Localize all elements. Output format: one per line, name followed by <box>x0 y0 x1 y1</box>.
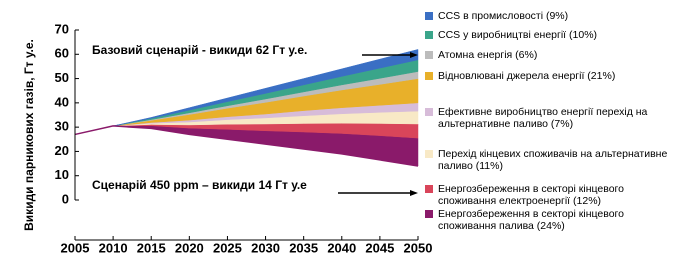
base-line <box>74 125 419 167</box>
legend-swatch <box>425 31 433 39</box>
legend-swatch <box>425 72 433 80</box>
legend-label: Атомна енергія (6%) <box>438 49 538 61</box>
legend-label: Енергозбереження в секторі кінцевого спо… <box>438 208 624 232</box>
y-tick-label: 40 <box>55 94 69 109</box>
legend-label: CCS в промисловості (9%) <box>438 10 569 22</box>
x-tick-label: 2015 <box>137 240 166 255</box>
legend-entry: Енергозбереження в секторі кінцевого спо… <box>425 208 673 232</box>
legend-entry: Атомна енергія (6%) <box>425 49 673 61</box>
y-axis-label: Викиди парникових газів, Гт у.е. <box>22 39 36 231</box>
legend-entry: Відновлювані джерела енергії (21%) <box>425 70 673 82</box>
legend-label: Ефективне виробництво енергії перехід на… <box>438 106 648 130</box>
y-tick-label: 10 <box>55 167 69 182</box>
legend-swatch <box>425 12 433 20</box>
x-tick-label: 2005 <box>61 240 90 255</box>
legend-label: Відновлювані джерела енергії (21%) <box>438 70 616 82</box>
legend-entry: Ефективне виробництво енергії перехід на… <box>425 106 673 130</box>
legend-swatch <box>425 108 433 116</box>
legend-label: Енергозбереження в секторі кінцевого спо… <box>438 183 624 207</box>
x-tick-label: 2050 <box>404 240 433 255</box>
legend-label: Перехід кінцевих споживачів на альтернат… <box>438 148 668 172</box>
x-tick-label: 2030 <box>251 240 280 255</box>
area <box>74 49 419 135</box>
y-tick-label: 0 <box>62 191 69 206</box>
legend-entry: CCS в промисловості (9%) <box>425 10 673 22</box>
legend-swatch <box>425 51 433 59</box>
y-tick-label: 70 <box>55 21 69 36</box>
legend-label: CCS у виробництві енергії (10%) <box>438 29 598 41</box>
y-tick-label: 20 <box>55 143 69 158</box>
y-tick-label: 50 <box>55 70 69 85</box>
x-tick-label: 2010 <box>99 240 128 255</box>
y-tick-label: 60 <box>55 46 69 61</box>
legend-swatch <box>425 185 433 193</box>
legend-swatch <box>425 210 433 218</box>
annotation: Сценарій 450 ppm – викиди 14 Гт у.е <box>92 178 307 192</box>
y-tick-label: 30 <box>55 119 69 134</box>
arrow-head <box>410 190 418 196</box>
legend-entry: CCS у виробництві енергії (10%) <box>425 29 673 41</box>
legend-swatch <box>425 150 433 158</box>
x-tick-label: 2025 <box>213 240 242 255</box>
x-tick-label: 2035 <box>289 240 318 255</box>
x-tick-label: 2040 <box>327 240 356 255</box>
x-tick-label: 2045 <box>365 240 394 255</box>
legend-entry: Енергозбереження в секторі кінцевого спо… <box>425 183 673 207</box>
arrow-head <box>410 52 418 58</box>
x-tick-label: 2020 <box>175 240 204 255</box>
annotation: Базовий сценарій - викиди 62 Гт у.е. <box>92 43 307 57</box>
legend-entry: Перехід кінцевих споживачів на альтернат… <box>425 148 673 172</box>
